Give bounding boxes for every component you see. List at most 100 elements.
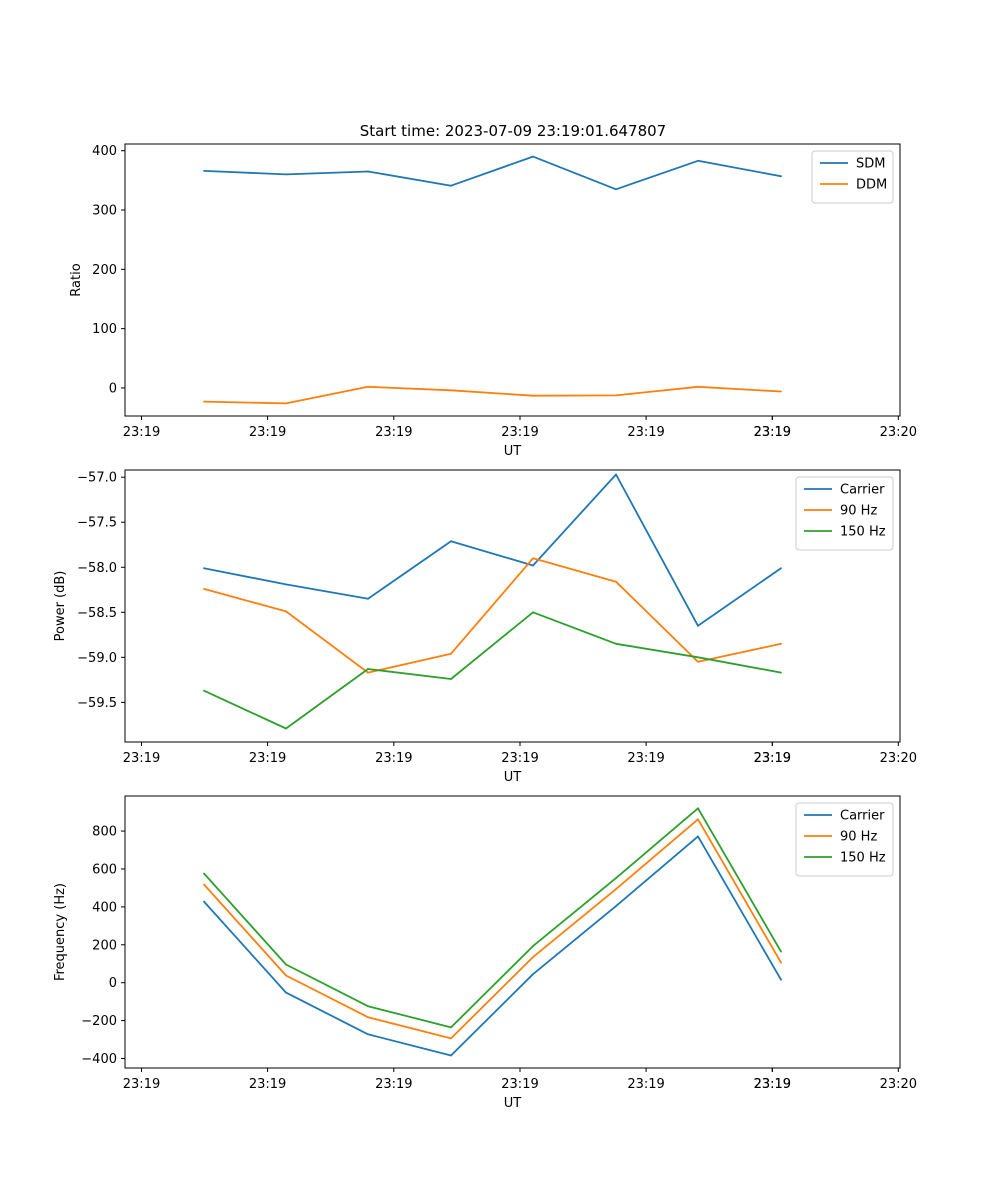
plot-2-x-tick-label: 23:19 — [123, 751, 160, 766]
plot-2-x-axis-label: UT — [504, 770, 522, 785]
plot-2-legend-carrier-label: Carrier — [840, 483, 885, 498]
plot-1-x-tick-label: 23:19 — [249, 425, 286, 440]
plot-2-series-90-hz-point — [780, 642, 782, 645]
plot-1-x-tick-label: 23:19 — [375, 425, 412, 440]
plot-1-x-tick-label: 23:19 — [754, 425, 791, 440]
plot-2-y-tick-label: −57.5 — [77, 516, 117, 531]
plot-1-y-tick-label: 100 — [92, 322, 117, 337]
plot-3-series-90-hz-point — [367, 1016, 369, 1019]
plot-3-series-carrier-point — [697, 835, 699, 838]
plot-2-x-tick-label: 23:19 — [754, 751, 791, 766]
plot-2-series-carrier-point — [367, 597, 369, 600]
plot-1-x-tick-label: 23:19 — [123, 425, 160, 440]
plot-2-y-tick-label: −59.0 — [77, 651, 117, 666]
plot-2-series-150-hz-point — [697, 656, 699, 659]
plot-3-x-tick-label: 23:19 — [501, 1077, 538, 1092]
plot-1-x-tick-label: 23:19 — [627, 425, 664, 440]
plot-3-x-tick-label: 23:19 — [375, 1077, 412, 1092]
plot-3-series-150-hz-point — [780, 950, 782, 953]
plot-2-series-150-hz-point — [203, 689, 205, 692]
plot-1-series-ddm-point — [450, 389, 452, 392]
plot-1-series-sdm-point — [203, 170, 205, 172]
plot-3-y-tick-label: 0 — [109, 976, 117, 991]
plot-2-series-carrier-point — [203, 567, 205, 570]
plot-3-y-tick-label: −200 — [81, 1014, 117, 1029]
plot-1-series-ddm-point — [367, 385, 369, 388]
plot-1-series-ddm-point — [615, 394, 617, 397]
plot-2-series-90-hz-point — [285, 610, 287, 613]
plot-2-series-90-hz-point — [203, 588, 205, 590]
plot-1-series-sdm-point — [697, 159, 699, 162]
plot-1-series-sdm-point — [780, 175, 782, 178]
plot-3-series-90-hz-point — [450, 1037, 452, 1040]
plot-3-series-carrier-point — [367, 1033, 369, 1036]
plot-2-series-90-hz-point — [367, 671, 369, 674]
plot-3-series-carrier-line — [203, 835, 782, 1057]
plot-2-x-tick-label: 23:19 — [754, 751, 791, 766]
plot-1-x-tick-label: 23:19 — [501, 425, 538, 440]
plot-2-series-90-hz-line — [203, 557, 782, 674]
plot-3-series-carrier-point — [780, 978, 782, 981]
plot-3-series-90-hz-point — [780, 961, 782, 964]
plot-3-series-90-hz-point — [615, 888, 617, 890]
plot-3-x-tick-label: 23:19 — [123, 1077, 160, 1092]
plot-1-legend — [811, 150, 894, 204]
plot-2-series-carrier-point — [697, 624, 699, 627]
plot-2-series-150-hz-point — [532, 611, 534, 614]
plot-3-y-tick-label: 200 — [92, 938, 117, 953]
plot-2-series-carrier-point — [532, 564, 534, 567]
plot-2-y-tick-label: −57.0 — [77, 471, 117, 486]
plot-3-series-90-hz-line — [203, 818, 782, 1040]
plot-3-series-90-hz-point — [532, 956, 534, 958]
plot-2-x-tick-label: 23:19 — [375, 751, 412, 766]
plot-3-series-150-hz-point — [532, 945, 534, 947]
plot-1-series-ddm-point — [203, 400, 205, 403]
plot-3-series-150-hz-point — [697, 807, 699, 810]
plot-1-series-sdm-point — [615, 188, 617, 191]
plot-3-legend-150-hz-label: 150 Hz — [840, 851, 886, 866]
plot-3-series-90-hz-point — [203, 883, 205, 886]
plot-3-x-tick-label: 23:19 — [754, 1077, 791, 1092]
plot-1-series-ddm-point — [697, 385, 699, 388]
plot-3-x-tick-label: 23:19 — [754, 1077, 791, 1092]
plot-2-axes-frame — [124, 469, 901, 743]
plot-3-series-150-hz-point — [203, 872, 205, 875]
plot-2-y-tick-label: −58.5 — [77, 606, 117, 621]
plot-2-x-tick-label: 23:19 — [627, 751, 664, 766]
plot-3-y-tick-label: 400 — [92, 900, 117, 915]
plot-3-legend-carrier-label: Carrier — [840, 809, 885, 824]
plot-2-series-carrier-point — [780, 567, 782, 570]
plot-2-series-90-hz-point — [532, 557, 534, 560]
plot-1-series-sdm-line — [203, 155, 782, 191]
plot-2-y-tick-label: −59.5 — [77, 696, 117, 711]
plot-3-axes-frame — [124, 795, 901, 1069]
plot-1-series-sdm-point — [367, 170, 369, 173]
plot-2-x-tick-label: 23:19 — [501, 751, 538, 766]
plot-3-y-tick-label: −400 — [81, 1052, 117, 1067]
plot-2-y-axis-label: Power (dB) — [53, 571, 68, 642]
plot-2-series-90-hz-point — [615, 580, 617, 583]
plot-3-series-carrier-point — [450, 1054, 452, 1057]
plot-1-series-ddm-point — [532, 394, 534, 397]
plot-1-series-ddm-point — [285, 402, 287, 405]
plot-3-series-90-hz-point — [285, 974, 287, 977]
plot-3-series-carrier-point — [285, 991, 287, 994]
plot-3-y-tick-label: 800 — [92, 825, 117, 840]
plot-2-series-90-hz-point — [450, 652, 452, 655]
figure-title: Start time: 2023-07-09 23:19:01.647807 — [360, 122, 666, 140]
plot-3-x-tick-label: 23:19 — [249, 1077, 286, 1092]
plot-2-series-150-hz-point — [615, 642, 617, 645]
plot-1-x-tick-label: 23:19 — [754, 425, 791, 440]
plot-1-axes-frame — [124, 143, 901, 417]
plot-2-series-carrier-point — [450, 540, 452, 543]
plot-1-y-tick-label: 0 — [109, 381, 117, 396]
plot-3-y-tick-label: 600 — [92, 862, 117, 877]
plot-2-legend-150-hz-label: 150 Hz — [840, 525, 886, 540]
plot-3-legend-90-hz-label: 90 Hz — [840, 830, 877, 845]
plot-2-y-tick-label: −58.0 — [77, 561, 117, 576]
plot-1-series-sdm-point — [532, 155, 534, 158]
plot-3-series-150-hz-point — [615, 877, 617, 879]
plot-1-series-sdm-point — [450, 184, 452, 187]
plot-3-series-150-hz-line — [203, 807, 782, 1029]
